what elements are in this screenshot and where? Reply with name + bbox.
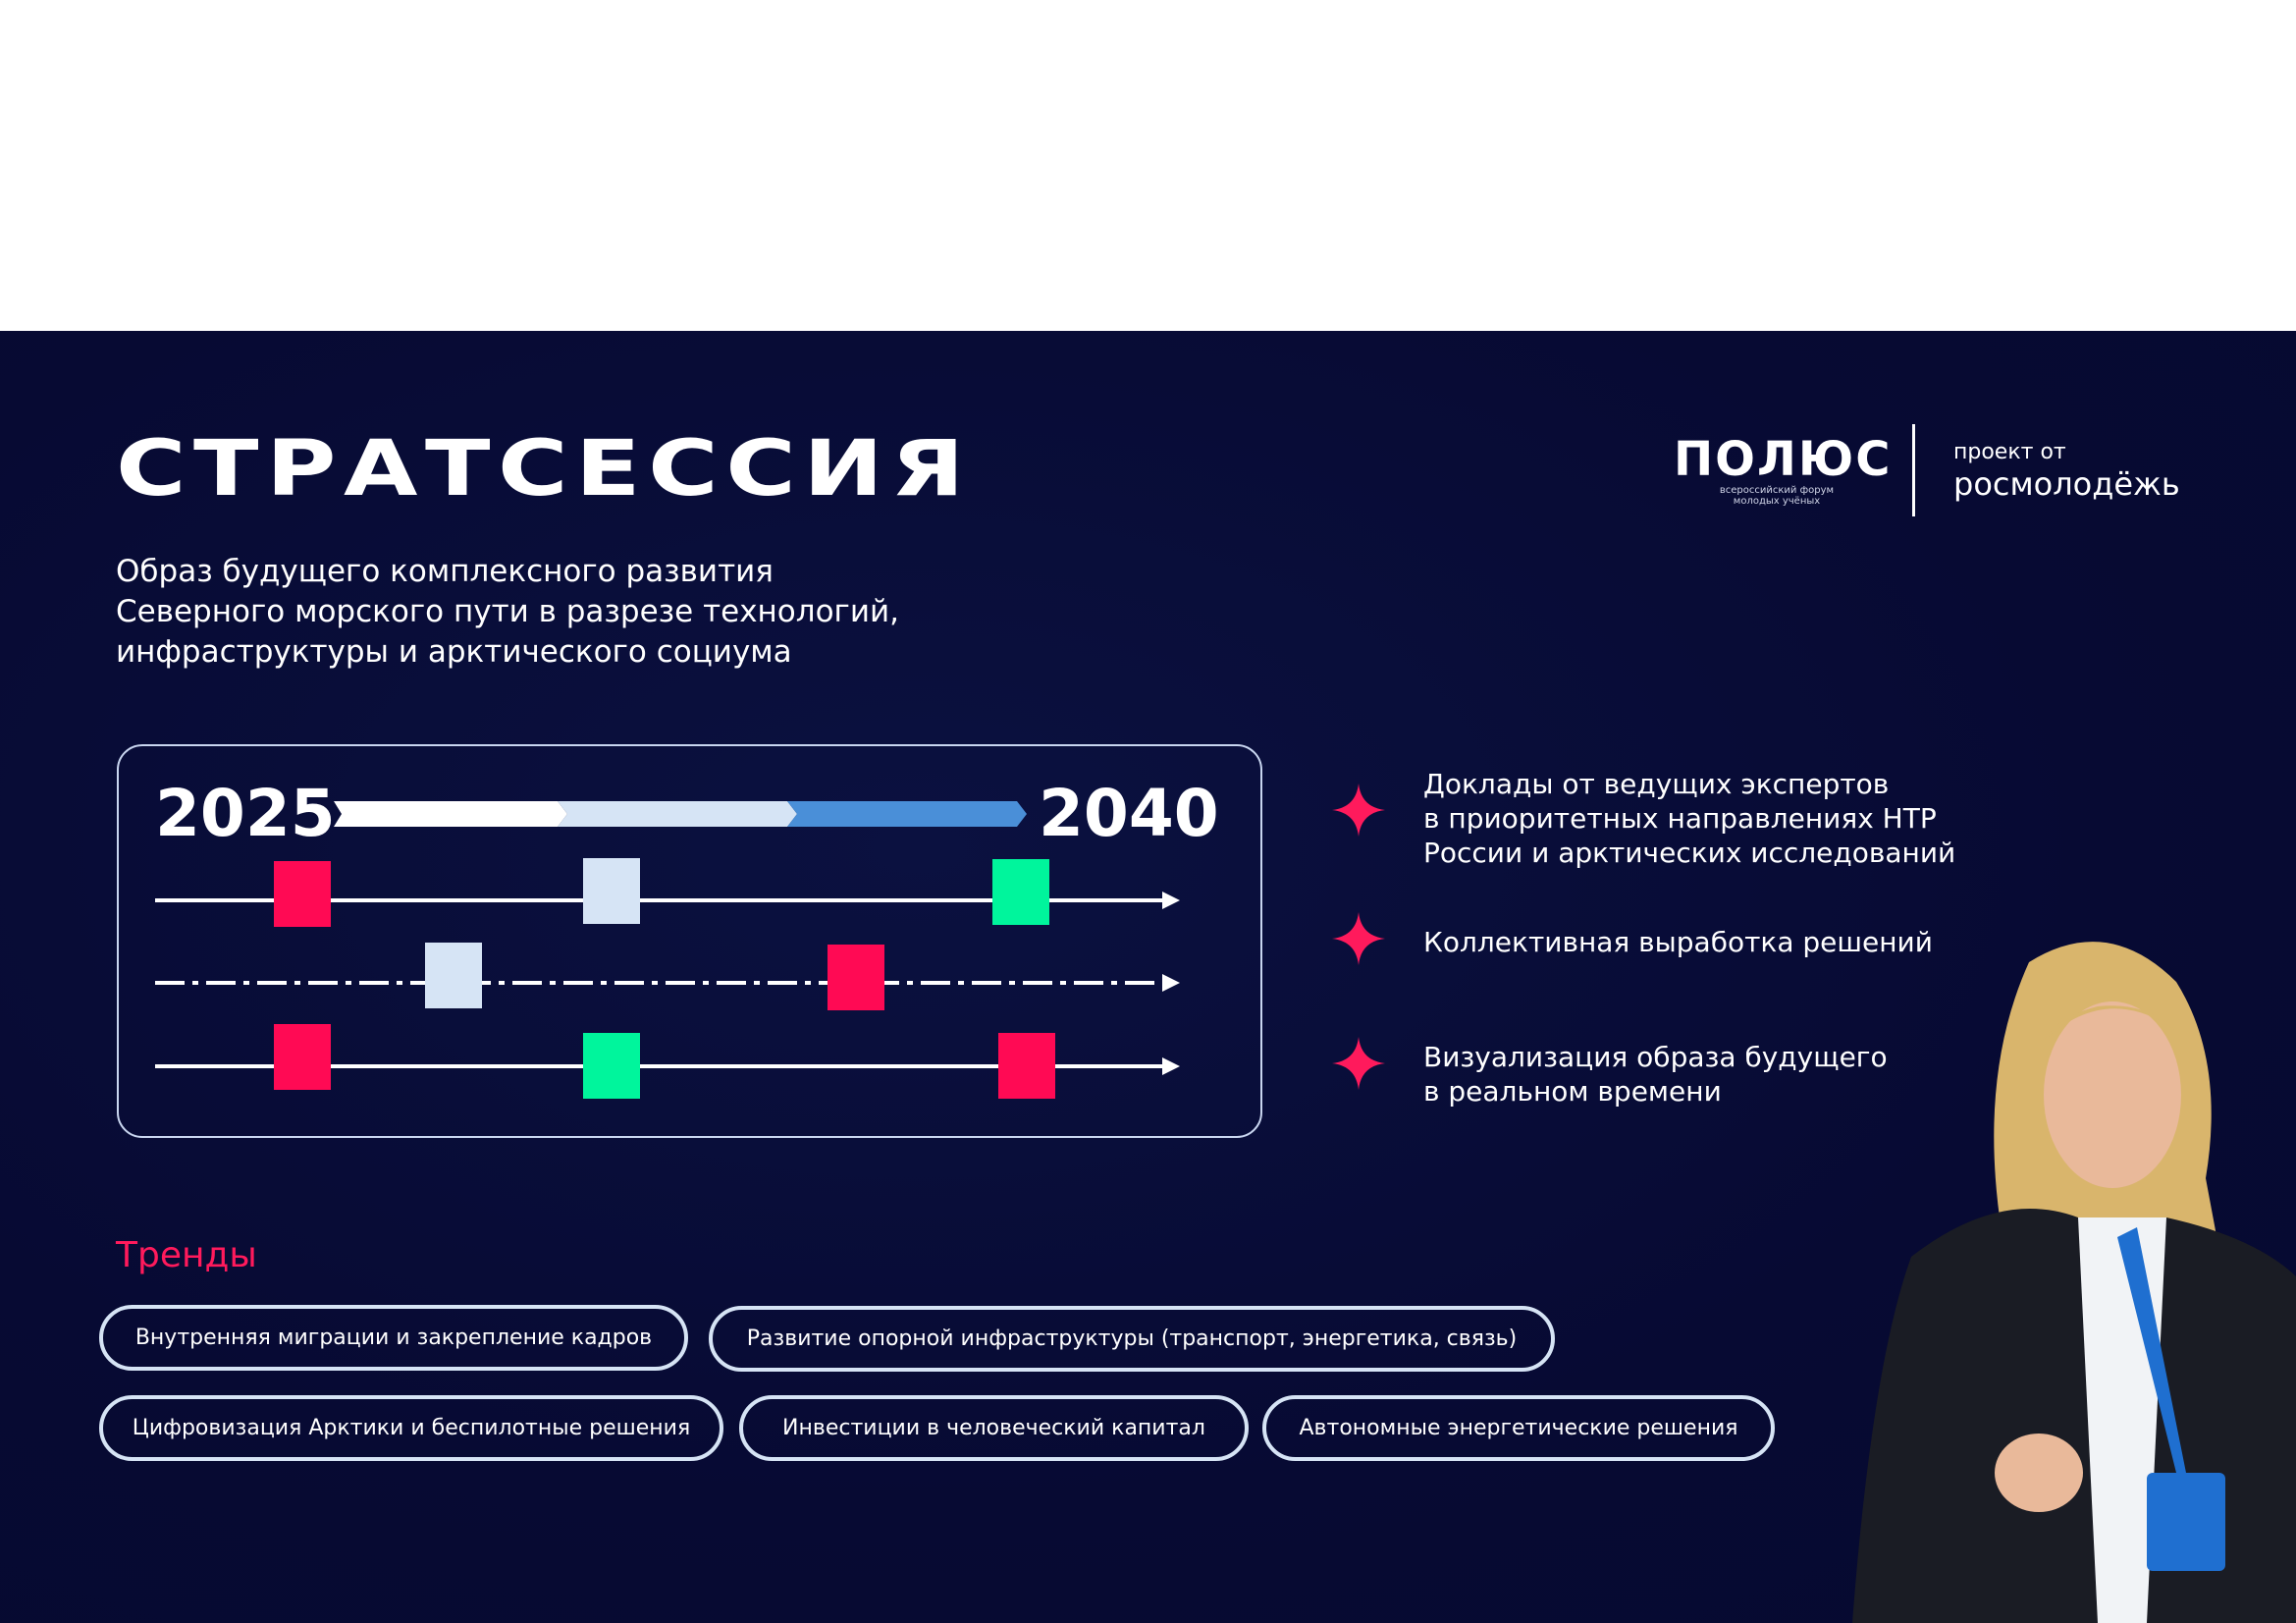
bullet-line: в реальном времени [1423, 1075, 1722, 1108]
trend-pill: Внутренняя миграции и закрепление кадров [99, 1305, 688, 1371]
bullet-text: Доклады от ведущих экспертов в приоритет… [1423, 767, 1955, 870]
timeline-track-2-dashed [155, 981, 1176, 985]
subtitle: Образ будущего комплексного развития Сев… [116, 552, 899, 673]
start-year: 2025 [155, 776, 336, 851]
trend-pill: Автономные энергетические решения [1262, 1395, 1775, 1461]
bullet-line: Коллективная выработка решений [1423, 926, 1933, 958]
arrow-right-icon [1162, 1057, 1180, 1075]
polyus-logo: ПОЛЮС [1674, 432, 1893, 487]
polyus-tagline: всероссийский форум молодых учёных [1719, 485, 1835, 507]
star-icon [1332, 784, 1385, 837]
bullet-line: Визуализация образа будущего [1423, 1041, 1888, 1073]
project-of-label: проект от [1953, 440, 2066, 464]
arrow-right-icon [1162, 974, 1180, 992]
timeline-marker-light [425, 943, 482, 1008]
bullet-line: в приоритетных направлениях НТР [1423, 802, 1937, 835]
trend-pill: Цифровизация Арктики и беспилотные решен… [99, 1395, 723, 1461]
timeline-marker-pink [274, 861, 331, 927]
trends-heading: Тренды [116, 1235, 257, 1275]
chevron-segment-3 [787, 801, 1027, 827]
star-icon [1332, 912, 1385, 965]
end-year: 2040 [1039, 776, 1219, 851]
timeline-panel [117, 744, 1262, 1138]
chevron-segment-2 [558, 801, 797, 827]
arrow-right-icon [1162, 892, 1180, 909]
bullet-text: Визуализация образа будущего в реальном … [1423, 1040, 1888, 1109]
subtitle-line: Образ будущего комплексного развития [116, 554, 774, 589]
progress-chevron-bar [334, 801, 1027, 827]
star-icon [1332, 1037, 1385, 1090]
speaker-photo [1852, 942, 2296, 1623]
timeline-marker-green [583, 1033, 640, 1099]
bullet-line: России и арктических исследований [1423, 837, 1956, 869]
bullet-text: Коллективная выработка решений [1423, 925, 1933, 959]
logo-divider [1912, 424, 1915, 516]
trend-pill: Инвестиции в человеческий капитал [739, 1395, 1249, 1461]
chevron-segment-1 [334, 801, 567, 827]
trend-pill: Развитие опорной инфраструктуры (транспо… [709, 1306, 1555, 1372]
timeline-track-3 [155, 1064, 1176, 1068]
bullet-line: Доклады от ведущих экспертов [1423, 768, 1890, 800]
timeline-marker-light [583, 858, 640, 924]
timeline-marker-pink [274, 1024, 331, 1090]
rosmolodezh-logo: росмолодёжь [1953, 465, 2180, 503]
page-title: СТРАТСЕССИЯ [116, 425, 972, 514]
subtitle-line: Северного морского пути в разрезе технол… [116, 594, 899, 629]
subtitle-line: инфраструктуры и арктического социума [116, 634, 792, 670]
timeline-marker-pink [828, 945, 884, 1010]
timeline-marker-pink [998, 1033, 1055, 1099]
timeline-marker-green [992, 859, 1049, 925]
timeline-track-1 [155, 898, 1176, 902]
